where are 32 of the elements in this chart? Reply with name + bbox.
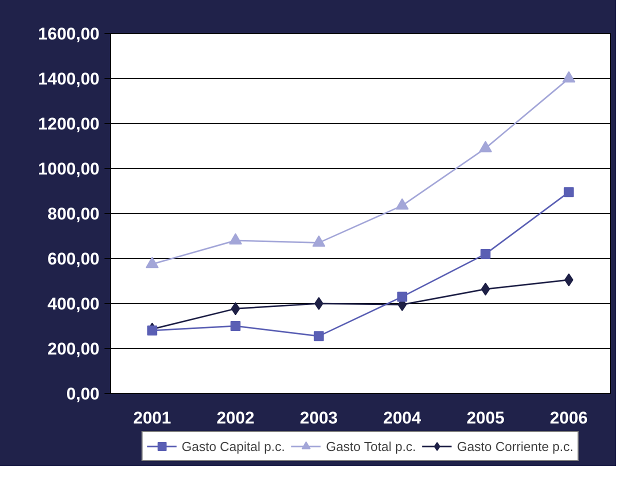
y-tick-label: 400,00 [48, 294, 100, 314]
legend-label: Gasto Corriente p.c. [457, 438, 574, 454]
point [230, 321, 240, 331]
point [229, 233, 242, 244]
point [396, 198, 409, 210]
point [146, 256, 159, 268]
y-tick-label: 1000,00 [38, 160, 100, 178]
point [312, 235, 326, 247]
point [397, 292, 408, 302]
point [562, 71, 576, 82]
legend-label: Gasto Total p.c. [326, 438, 416, 454]
point [479, 140, 492, 152]
point [564, 273, 574, 286]
point [564, 187, 574, 198]
x-tick-label: 2001 [133, 408, 172, 428]
point [147, 326, 158, 336]
x-tick-label: 2005 [466, 408, 504, 428]
y-tick-label: 0,00 [66, 384, 100, 404]
point [314, 331, 324, 342]
y-tick-label: 800,00 [48, 204, 100, 224]
y-tick-label: 600,00 [48, 250, 100, 268]
y-tick-label: 200,00 [48, 340, 100, 358]
y-tick-label: 1600,00 [38, 24, 100, 44]
x-tick-label: 2002 [216, 408, 254, 428]
legend-label: Gasto Capital p.c. [182, 438, 285, 454]
point [480, 249, 490, 259]
y-tick-label: 1200,00 [38, 114, 100, 134]
x-tick-label: 2006 [550, 408, 588, 428]
x-tick-label: 2004 [383, 408, 422, 428]
y-tick-label: 1400,00 [38, 70, 100, 88]
point [314, 297, 324, 310]
x-tick-label: 2003 [300, 408, 338, 428]
